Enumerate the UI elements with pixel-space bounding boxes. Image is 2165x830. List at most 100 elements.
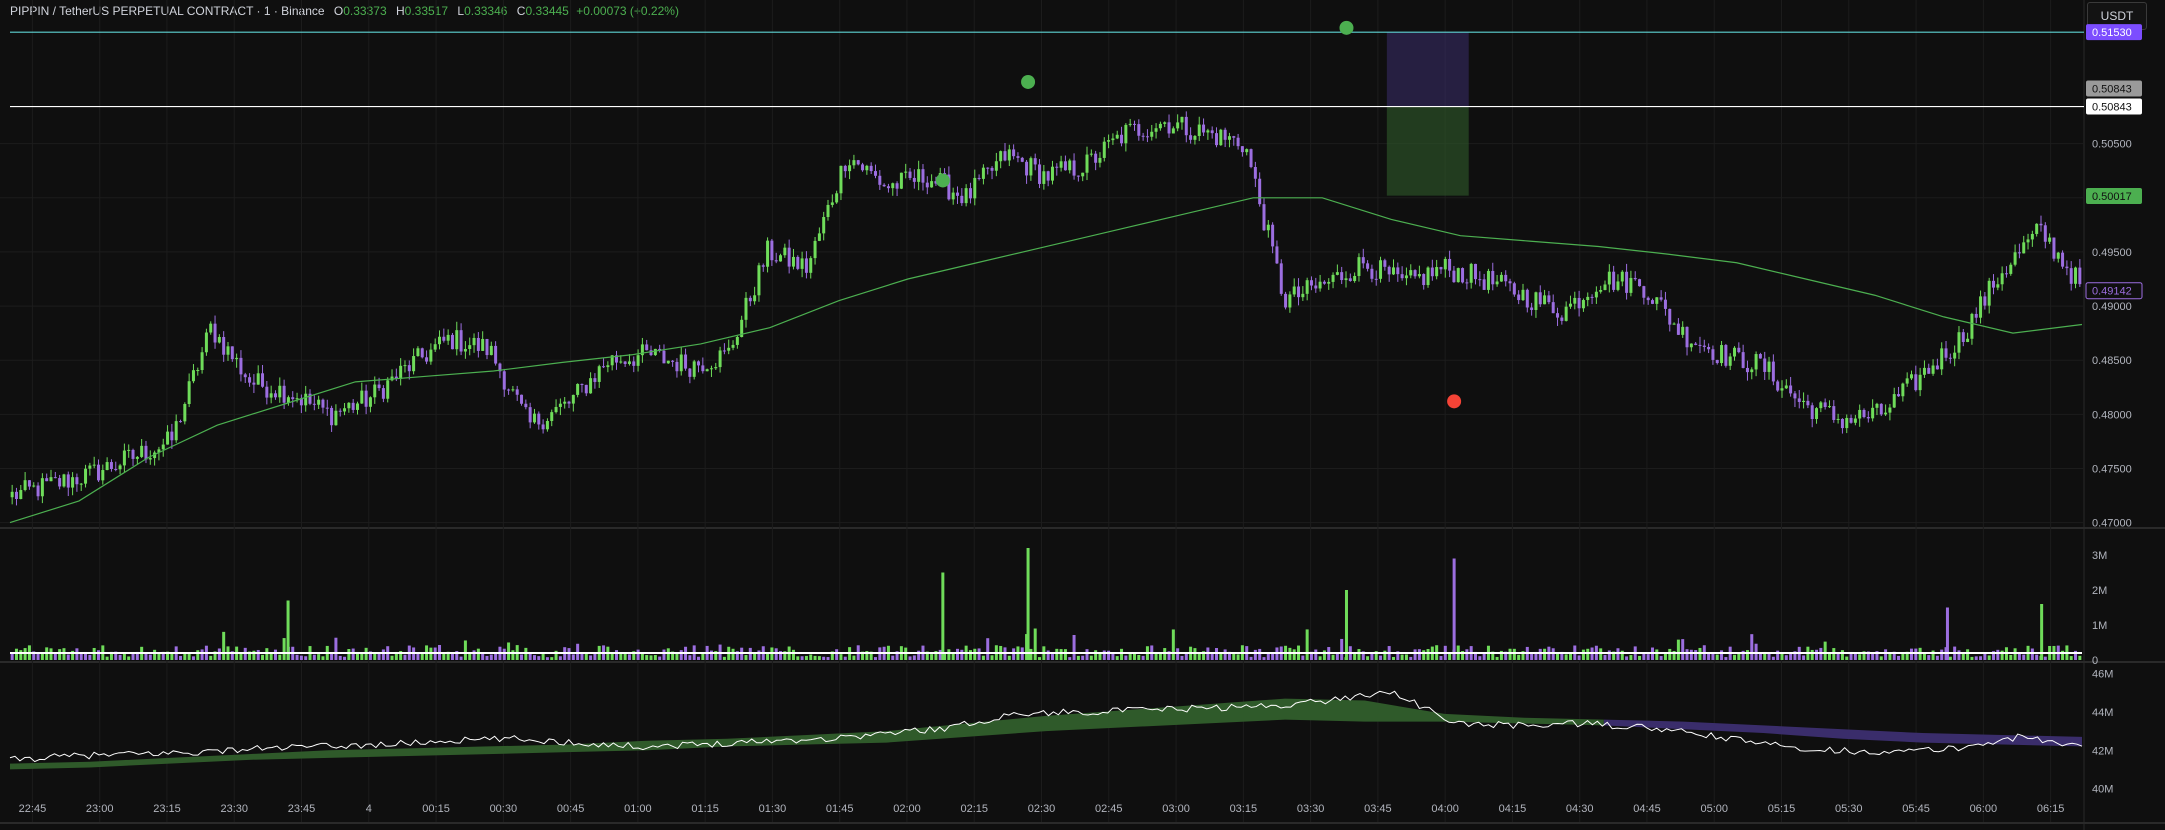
candle-body [865, 165, 869, 171]
candle-body [688, 368, 692, 377]
candle-body [1931, 365, 1935, 374]
volume-bar [804, 655, 808, 660]
volume-bar [735, 651, 739, 660]
candle-body [334, 410, 338, 426]
candle-body [1167, 122, 1171, 134]
candle-body [1745, 367, 1749, 373]
volume-bar [170, 652, 174, 660]
candle-body [899, 172, 903, 189]
candle-body [1327, 281, 1331, 284]
candle-body [1525, 289, 1529, 308]
volume-bar [956, 648, 960, 660]
volume-bar [304, 656, 308, 660]
candle-body [2048, 237, 2052, 242]
candle-body [1361, 257, 1365, 264]
volume-bar [1840, 650, 1844, 660]
volume-bar [1879, 656, 1883, 660]
candle-body [1474, 263, 1478, 280]
volume-bar [766, 652, 770, 660]
candle-body [312, 403, 316, 405]
candle-body [722, 350, 726, 352]
volume-bar [1802, 655, 1806, 660]
candle-body [602, 366, 606, 368]
price-tag-label: 0.50843 [2092, 84, 2132, 96]
volume-bar [947, 649, 951, 660]
change-value: +0.00073 (+0.22%) [576, 4, 679, 18]
candle-body [1771, 361, 1775, 382]
candle-body [226, 346, 230, 355]
candle-body [153, 452, 157, 459]
time-tick-label: 02:30 [1028, 803, 1056, 815]
candle-body [476, 337, 480, 351]
volume-tick-label: 1M [2092, 620, 2107, 632]
volume-bar [1366, 656, 1370, 660]
candle-body [614, 355, 618, 363]
candle-body [1646, 297, 1650, 301]
axes: 22:45 23:00 23:15 23:30 23:45 4 00:15 00:30 00:4… [19, 24, 2143, 815]
volume-bar [144, 652, 148, 660]
volume-bar [53, 652, 57, 660]
candle-body [27, 480, 31, 487]
time-tick-label: 06:15 [2037, 803, 2065, 815]
time-tick-label: 02:15 [960, 803, 988, 815]
volume-bar [960, 649, 964, 660]
candle-body [645, 344, 649, 351]
candle-body [735, 337, 739, 345]
volume-bar [463, 640, 467, 660]
volume-bar [835, 649, 839, 660]
volume-bar [1292, 649, 1296, 660]
volume-bar [912, 655, 916, 660]
volume-bar [317, 654, 321, 660]
volume-bar [1357, 649, 1361, 660]
candle-body [84, 468, 88, 484]
volume-bar [1266, 652, 1270, 660]
volume-bar [2074, 650, 2078, 660]
candle-body [1193, 135, 1197, 140]
candle-body [299, 398, 303, 406]
candle-body [1491, 270, 1495, 285]
candle-body [662, 350, 666, 364]
volume-bar [1232, 653, 1236, 660]
volume-bar [1927, 655, 1931, 660]
volume-bar [1642, 653, 1646, 660]
candle-body [1715, 359, 1719, 364]
volume-bar [636, 649, 640, 660]
candle-body [1435, 267, 1439, 277]
volume-bar [1353, 652, 1357, 660]
volume-bar [1849, 651, 1853, 660]
volume-bar [1072, 635, 1076, 660]
volume-bar [1892, 651, 1896, 660]
volume-bar [1897, 655, 1901, 660]
volume-bar [200, 649, 204, 660]
volume-bar [494, 653, 498, 660]
candle-body [1836, 418, 1840, 420]
candle-body [373, 384, 377, 398]
candle-body [321, 399, 325, 408]
volume-bar [757, 650, 761, 660]
candle-body [2043, 225, 2047, 242]
volume-bar [1171, 629, 1175, 660]
volume-bar [779, 651, 783, 660]
volume-bar [1901, 652, 1905, 660]
time-tick-label: 05:15 [1768, 803, 1796, 815]
volume-bar [658, 656, 662, 660]
candle-body [822, 217, 826, 234]
volume-bar [1681, 639, 1685, 660]
volume-bar [1426, 649, 1430, 660]
time-tick-label: 05:30 [1835, 803, 1863, 815]
candle-body [783, 247, 787, 256]
candle-body [930, 181, 934, 188]
volume-bar [593, 652, 597, 660]
candle-body [791, 256, 795, 267]
candle-body [2009, 264, 2013, 274]
signal-marker [935, 173, 950, 188]
candle-body [904, 171, 908, 173]
candle-body [1776, 381, 1780, 391]
candle-body [1050, 166, 1054, 181]
volume-bar [321, 656, 325, 660]
volume-bar [1810, 649, 1814, 660]
candle-body [291, 397, 295, 400]
candle-body [1961, 332, 1965, 342]
volume-bar [744, 655, 748, 660]
